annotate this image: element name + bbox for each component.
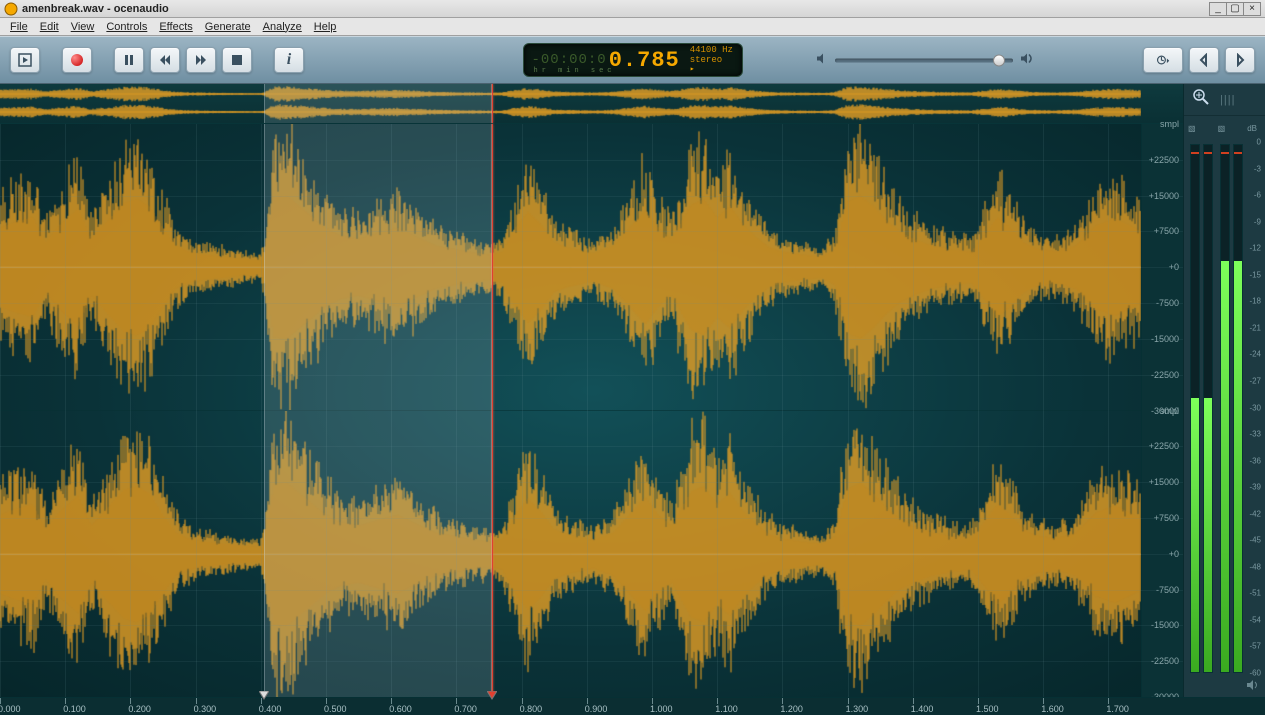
ruler-label: 1.600 <box>1041 704 1064 714</box>
meter-head-db: dB <box>1247 124 1257 133</box>
ruler-label: 1.300 <box>846 704 869 714</box>
ruler-label: 0.900 <box>585 704 608 714</box>
db-label: -12 <box>1249 244 1261 253</box>
rewind-button[interactable] <box>150 47 180 73</box>
time-ruler[interactable]: 0.000 0.100 0.200 0.300 0.400 0.500 0.600 0.700… <box>0 697 1265 715</box>
toolbar: i -00:00:0 0.785 44100 Hz stereo ▸ hr mi… <box>0 36 1265 84</box>
play-button[interactable] <box>10 47 40 73</box>
minimize-button[interactable]: _ <box>1209 2 1227 16</box>
waveform-area[interactable]: smpl+22500+15000+7500+0-7500-15000-22500… <box>0 84 1183 697</box>
db-label: -24 <box>1249 350 1261 359</box>
window-title: amenbreak.wav - ocenaudio <box>22 3 1210 15</box>
menu-analyze[interactable]: Analyze <box>257 20 308 34</box>
lcd-time: 0.785 <box>609 48 680 73</box>
close-button[interactable]: × <box>1243 2 1261 16</box>
ruler-label: 0.300 <box>194 704 217 714</box>
volume-thumb[interactable] <box>993 54 1005 66</box>
meter-pair-b <box>1220 144 1243 673</box>
meter-head-b: ▧ <box>1218 124 1226 133</box>
ruler-label: 0.600 <box>389 704 412 714</box>
menubar: File Edit View Controls Effects Generate… <box>0 18 1265 36</box>
db-label: -54 <box>1249 615 1261 624</box>
menu-help[interactable]: Help <box>308 20 343 34</box>
stop-button[interactable] <box>222 47 252 73</box>
ruler-label: 0.100 <box>63 704 86 714</box>
channel-right-canvas <box>0 411 1141 697</box>
db-label: 0 <box>1257 138 1261 147</box>
selection-marker[interactable] <box>487 691 497 701</box>
pause-button[interactable] <box>114 47 144 73</box>
maximize-button[interactable]: ▢ <box>1226 2 1244 16</box>
db-label: -21 <box>1249 323 1261 332</box>
menu-edit[interactable]: Edit <box>34 20 65 34</box>
menu-generate[interactable]: Generate <box>199 20 257 34</box>
lcd-units: hr min sec <box>534 67 616 75</box>
db-label: -51 <box>1249 589 1261 598</box>
amplitude-scale: smpl+22500+15000+7500+0-7500-15000-22500… <box>1141 124 1183 697</box>
db-label: -30 <box>1249 403 1261 412</box>
ruler-label: 0.400 <box>259 704 282 714</box>
ruler-label: 0.800 <box>520 704 543 714</box>
ruler-label: 1.700 <box>1106 704 1129 714</box>
db-label: -15 <box>1249 270 1261 279</box>
lcd-prefix: -00:00:0 <box>532 52 607 68</box>
meter-panel: |||| ▧ ▧ dB 0 -3 -6 -9 -12 -15 -18 -21 -24 -27 -30… <box>1183 84 1265 697</box>
db-label: -27 <box>1249 376 1261 385</box>
db-label: -36 <box>1249 456 1261 465</box>
record-button[interactable] <box>62 47 92 73</box>
ruler-label: 1.200 <box>780 704 803 714</box>
ruler-label: 0.200 <box>128 704 151 714</box>
db-label: -6 <box>1254 191 1261 200</box>
meter-speaker-icon[interactable] <box>1245 678 1261 695</box>
history-button[interactable] <box>1143 47 1183 73</box>
zoom-lines-icon: |||| <box>1220 94 1235 106</box>
time-display: -00:00:0 0.785 44100 Hz stereo ▸ hr min … <box>523 43 743 77</box>
lcd-channels: stereo <box>690 56 733 66</box>
volume-track[interactable] <box>835 58 1013 62</box>
overview-strip[interactable] <box>0 84 1183 124</box>
ruler-label: 0.700 <box>454 704 477 714</box>
ruler-label: 1.500 <box>976 704 999 714</box>
speaker-low-icon <box>815 52 829 69</box>
db-label: -33 <box>1249 430 1261 439</box>
ruler-label: 0.000 <box>0 704 21 714</box>
db-label: -48 <box>1249 562 1261 571</box>
nav-back-button[interactable] <box>1189 47 1219 73</box>
db-label: -60 <box>1249 669 1261 678</box>
overview-canvas <box>0 84 1141 124</box>
meter-head-a: ▧ <box>1188 124 1196 133</box>
db-label: -3 <box>1254 164 1261 173</box>
channel-left-canvas <box>0 124 1141 410</box>
channel-left[interactable] <box>0 124 1183 411</box>
selection-marker[interactable] <box>259 691 269 701</box>
ruler-label: 1.000 <box>650 704 673 714</box>
level-meters: ▧ ▧ dB 0 -3 -6 -9 -12 -15 -18 -21 -24 -27 -30 -33 -3… <box>1184 116 1265 697</box>
menu-view[interactable]: View <box>65 20 101 34</box>
ruler-label: 1.400 <box>911 704 934 714</box>
db-label: -9 <box>1254 217 1261 226</box>
meter-pair-a <box>1190 144 1213 673</box>
ruler-label: 0.500 <box>324 704 347 714</box>
db-label: -18 <box>1249 297 1261 306</box>
db-label: -45 <box>1249 536 1261 545</box>
nav-forward-button[interactable] <box>1225 47 1255 73</box>
menu-file[interactable]: File <box>4 20 34 34</box>
forward-button[interactable] <box>186 47 216 73</box>
menu-controls[interactable]: Controls <box>100 20 153 34</box>
app-icon <box>4 2 18 16</box>
info-button[interactable]: i <box>274 47 304 73</box>
zoom-icon[interactable] <box>1192 88 1210 111</box>
volume-control[interactable] <box>815 52 1035 69</box>
titlebar: amenbreak.wav - ocenaudio _ ▢ × <box>0 0 1265 18</box>
menu-effects[interactable]: Effects <box>153 20 198 34</box>
db-label: -57 <box>1249 642 1261 651</box>
ruler-label: 1.100 <box>715 704 738 714</box>
channel-right[interactable] <box>0 411 1183 698</box>
speaker-high-icon <box>1019 52 1035 69</box>
db-label: -39 <box>1249 483 1261 492</box>
main-area: smpl+22500+15000+7500+0-7500-15000-22500… <box>0 84 1265 697</box>
db-label: -42 <box>1249 509 1261 518</box>
